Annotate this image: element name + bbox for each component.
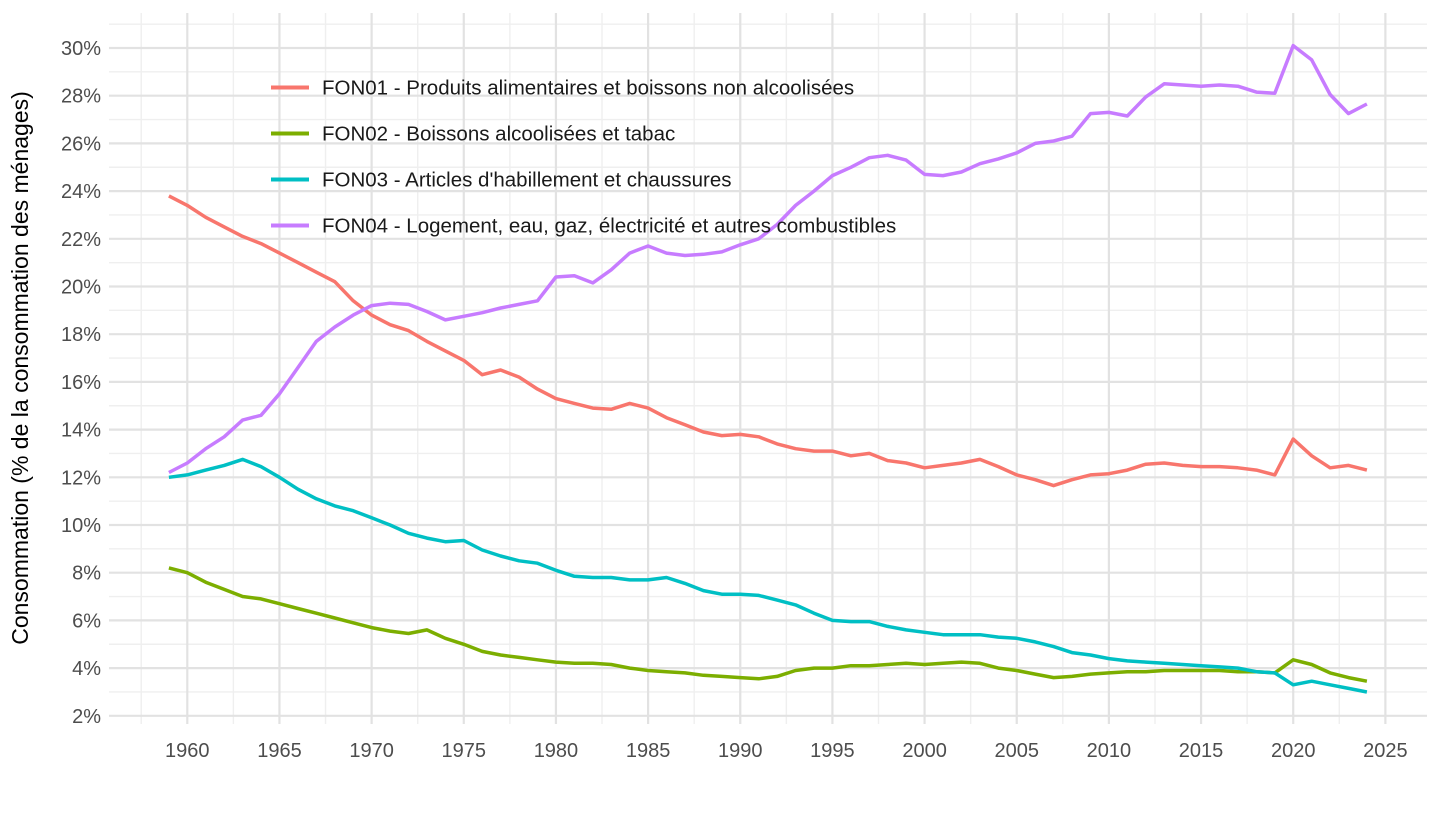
x-tick-label: 2000 (902, 740, 947, 762)
legend-label-fon03: FON03 - Articles d'habillement et chauss… (322, 169, 732, 192)
series-lines (168, 43, 1368, 694)
series-line-fon03 (168, 457, 1368, 694)
x-tick-label: 1960 (165, 740, 210, 762)
x-tick-label: 1975 (442, 740, 487, 762)
x-axis-tick-labels: 1960 1965 1970 1975 1980 1985 1990 1995 2000 2005… (165, 740, 1408, 762)
y-tick-label: 16% (61, 372, 101, 394)
x-tick-label: 1970 (349, 740, 394, 762)
y-tick-label: 12% (61, 467, 101, 489)
x-tick-label: 1995 (810, 740, 855, 762)
series-line-fon02 (168, 566, 1368, 683)
y-tick-label: 8% (72, 563, 101, 585)
y-tick-label: 4% (72, 658, 101, 680)
x-tick-label: 1985 (626, 740, 671, 762)
gridlines-minor (109, 13, 1427, 724)
series-line-fon04 (168, 43, 1368, 475)
chart-legend: FON01 - Produits alimentaires et boisson… (271, 77, 896, 238)
x-tick-label: 2025 (1363, 740, 1408, 762)
y-axis-tick-labels: 2% 4% 6% 8% 10% 12% 14% 16% 18% 20% 22% 24% 26% 28% 30… (61, 38, 101, 728)
y-tick-label: 28% (61, 86, 101, 108)
x-tick-label: 2015 (1179, 740, 1224, 762)
x-tick-label: 2005 (994, 740, 1039, 762)
y-tick-label: 2% (72, 706, 101, 728)
y-tick-label: 6% (72, 610, 101, 632)
x-tick-label: 1980 (534, 740, 579, 762)
y-tick-label: 30% (61, 38, 101, 60)
y-tick-label: 14% (61, 420, 101, 442)
y-tick-label: 20% (61, 277, 101, 299)
legend-label-fon02: FON02 - Boissons alcoolisées et tabac (322, 123, 675, 146)
y-tick-label: 10% (61, 515, 101, 537)
x-tick-label: 1965 (257, 740, 302, 762)
y-tick-label: 26% (61, 133, 101, 155)
series-line-fon01 (168, 194, 1368, 488)
x-tick-label: 1990 (718, 740, 763, 762)
y-axis-title: Consommation (% de la consommation des m… (7, 91, 33, 645)
legend-label-fon01: FON01 - Produits alimentaires et boisson… (322, 77, 854, 100)
y-tick-label: 24% (61, 181, 101, 203)
y-tick-label: 22% (61, 229, 101, 251)
x-tick-label: 2010 (1087, 740, 1132, 762)
legend-label-fon04: FON04 - Logement, eau, gaz, électricité … (322, 215, 896, 238)
x-tick-label: 2020 (1271, 740, 1316, 762)
y-tick-label: 18% (61, 324, 101, 346)
